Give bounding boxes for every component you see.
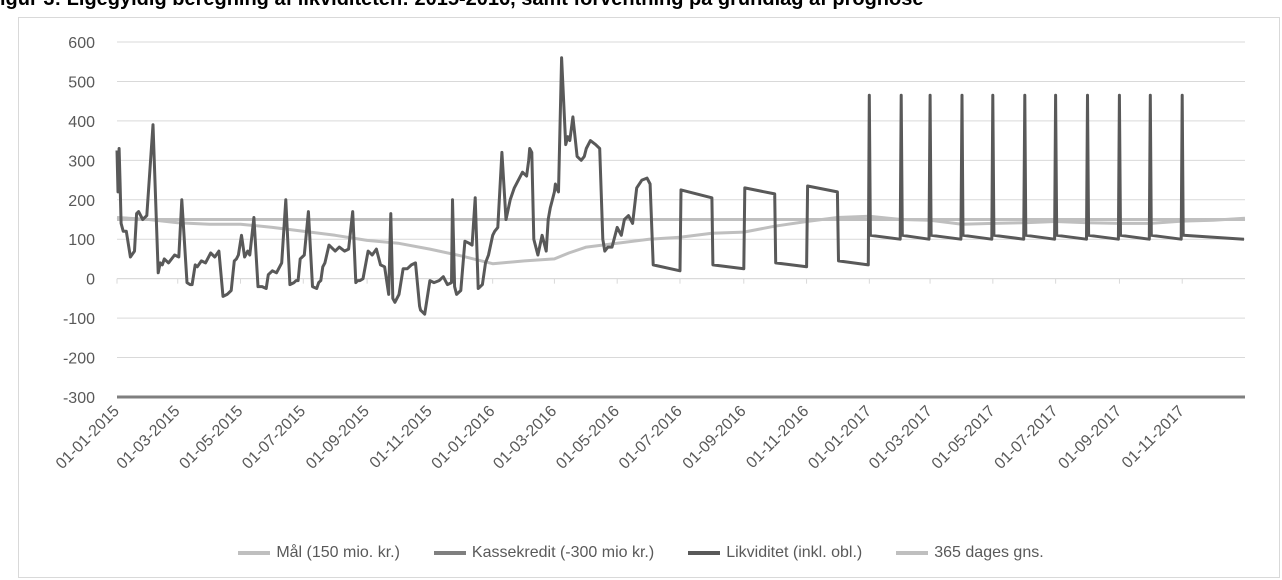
legend-label: Likviditet (inkl. obl.)	[726, 544, 863, 561]
legend-swatch	[896, 551, 929, 555]
legend-label: 365 dages gns.	[934, 544, 1044, 561]
legend-swatch	[433, 551, 466, 555]
y-tick-label: -200	[63, 351, 95, 368]
chart-title-wrapper: igur 3: Ligegyldig beregning af likvidit…	[0, 0, 1282, 16]
x-tick-label: 01-03-2017	[866, 403, 936, 473]
y-tick-label: 400	[68, 114, 95, 131]
x-tick-label: 01-03-2015	[114, 403, 184, 473]
x-tick-label: 01-09-2017	[1055, 403, 1125, 473]
x-tick-label: 01-07-2016	[616, 403, 686, 473]
legend-swatch	[238, 551, 271, 555]
chart-legend: Mål (150 mio. kr.) Kassekredit (-300 mio …	[0, 540, 1282, 566]
x-tick-label: 01-07-2017	[992, 403, 1062, 473]
y-tick-label: 200	[68, 193, 95, 210]
x-tick-label: 01-11-2016	[743, 403, 812, 472]
x-tick-label: 01-01-2017	[805, 403, 875, 473]
chart-frame	[18, 17, 1280, 578]
x-tick-label: 01-01-2016	[429, 403, 499, 473]
x-tick-label: 01-03-2016	[490, 403, 560, 473]
legend-item: Likviditet (inkl. obl.)	[688, 544, 862, 562]
legend-swatch	[688, 551, 721, 555]
legend-item: Kassekredit (-300 mio kr.)	[433, 544, 655, 562]
x-tick-label: 01-01-2015	[53, 403, 123, 473]
legend-item: 365 dages gns.	[896, 544, 1044, 562]
x-tick-label: 01-11-2015	[367, 403, 436, 472]
y-tick-label: -100	[63, 311, 95, 328]
x-tick-label: 01-05-2015	[176, 403, 246, 473]
y-tick-label: -300	[63, 390, 95, 407]
y-tick-label: 0	[86, 272, 95, 289]
chart-title: igur 3: Ligegyldig beregning af likvidit…	[0, 0, 924, 11]
legend-label: Mål (150 mio. kr.)	[276, 544, 400, 561]
y-tick-label: 100	[68, 232, 95, 249]
y-tick-label: 300	[68, 153, 95, 170]
x-tick-label: 01-07-2015	[239, 403, 309, 473]
x-tick-label: 01-09-2016	[680, 403, 750, 473]
legend-item: Mål (150 mio. kr.)	[238, 544, 400, 562]
x-tick-label: 01-05-2017	[929, 403, 999, 473]
x-tick-label: 01-09-2015	[303, 403, 373, 473]
y-tick-label: 500	[68, 74, 95, 91]
legend-label: Kassekredit (-300 mio kr.)	[471, 544, 655, 561]
y-tick-label: 600	[68, 35, 95, 52]
x-tick-label: 01-05-2016	[553, 403, 623, 473]
series-likviditet-line	[115, 56, 1245, 316]
x-tick-label: 01-11-2017	[1119, 403, 1188, 472]
